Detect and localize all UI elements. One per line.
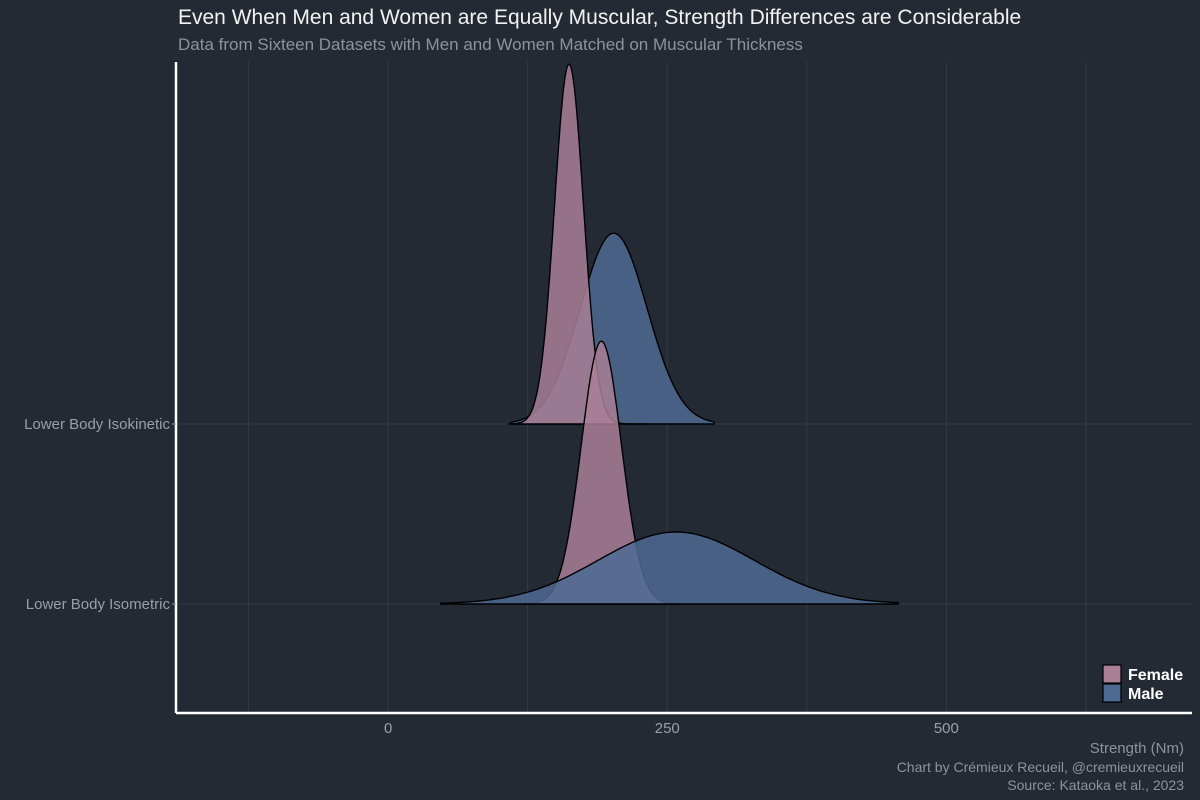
ridges: [439, 63, 900, 605]
y-tick-label: Lower Body Isometric: [26, 596, 171, 613]
legend-label-female: Female: [1128, 667, 1183, 684]
x-tick-label: 0: [384, 720, 392, 737]
chart-subtitle: Data from Sixteen Datasets with Men and …: [178, 35, 803, 54]
caption-source: Source: Kataoka et al., 2023: [1007, 777, 1184, 793]
caption-credit: Chart by Crémieux Recueil, @cremieuxrecu…: [896, 759, 1184, 775]
legend-swatch-male: [1102, 683, 1122, 703]
y-tick-label: Lower Body Isokinetic: [24, 416, 170, 433]
x-axis-ticks: 0 250 500: [384, 720, 959, 737]
x-tick-label: 250: [655, 720, 680, 737]
axes: [174, 62, 1192, 715]
ridge-female-lower-body-isokinetic: [508, 63, 648, 425]
legend: Female Male: [1102, 664, 1183, 703]
legend-label-male: Male: [1128, 686, 1164, 703]
x-tick-label: 500: [934, 720, 959, 737]
chart-title: Even When Men and Women are Equally Musc…: [178, 6, 1022, 29]
y-axis-labels: Lower Body Isokinetic Lower Body Isometri…: [24, 416, 176, 613]
ridge-male-lower-body-isometric: [439, 531, 900, 605]
legend-swatch-female: [1102, 664, 1122, 684]
x-axis-label: Strength (Nm): [1089, 740, 1184, 757]
caption: Strength (Nm) Chart by Crémieux Recueil,…: [897, 740, 1184, 794]
gridlines: [176, 62, 1192, 713]
